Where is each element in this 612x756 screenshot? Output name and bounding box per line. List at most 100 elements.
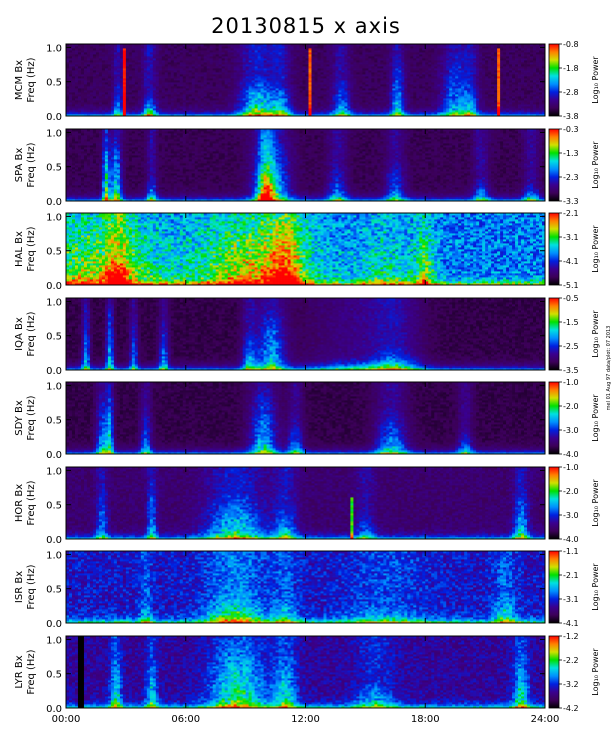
colorbar-tick-label: -3.8 [563,112,579,121]
heatmap [66,382,546,455]
colorbar-label: Log₁₀ Power [591,648,600,696]
colorbar-tick-label: -2.0 [563,402,579,411]
y-axis-label: Freq (Hz) [26,142,37,187]
panel-mcm-bx: 0.0 0.5 1.0 MCM Bx Freq (Hz) -0.8 -1.8 -2.8 -3.8… [14,40,600,123]
panel-lyr-bx: 0.0 0.5 1.0 00:00 06:00 12:00 18:00 24:00 LYR Bx… [14,632,600,725]
colorbar-tick-label: -3.3 [563,197,579,206]
colorbar-tick-label: -1.0 [563,378,579,387]
heatmap [66,467,546,540]
colorbar-tick-label: -1.8 [563,64,579,73]
y-tick-label: 0.0 [46,450,62,461]
colorbar-tick-label: -1.0 [563,463,579,472]
colorbar-label: Log₁₀ Power [591,479,600,527]
y-tick-label: 0.5 [46,332,62,343]
station-label: HOR Bx [14,484,25,522]
chart-title: 20130815 x axis [0,14,612,38]
colorbar-tick-label: -1.2 [563,632,579,641]
y-tick-label: 0.0 [46,535,62,546]
station-label: HAL Bx [14,231,25,267]
heatmap [66,636,546,709]
colorbar-tick-label: -1.1 [563,547,579,556]
colorbar-tick-label: -2.2 [563,656,579,665]
x-tick-label: 24:00 [531,714,560,725]
heatmap [66,298,546,371]
colorbar-tick-label: -5.1 [563,281,579,290]
colorbar-tick-label: -4.1 [563,619,579,628]
y-tick-label: 0.5 [46,78,62,89]
colorbar-tick-label: -0.8 [563,40,579,49]
station-label: SPA Bx [14,148,25,183]
colorbar-tick-label: -0.3 [563,125,579,134]
y-tick-label: 0.0 [46,112,62,123]
y-tick-label: 0.0 [46,281,62,292]
station-label: MCM Bx [14,60,25,100]
heatmap [66,213,546,286]
y-tick-label: 0.0 [46,619,62,630]
colorbar-tick-label: -3.1 [563,595,579,604]
y-tick-label: 1.0 [46,466,62,477]
y-tick-label: 0.0 [46,197,62,208]
colorbar-tick-label: -4.0 [563,450,579,459]
panel-sdy-bx: 0.0 0.5 1.0 SDY Bx Freq (Hz) -1.0 -2.0 -3.0 -4.0… [14,378,600,461]
station-label: ISR Bx [14,571,25,603]
y-axis-label: Freq (Hz) [26,395,37,440]
colorbar-label: Log₁₀ Power [591,56,600,104]
colorbar: -2.1 -3.1 -4.1 -5.1 Log₁₀ Power [548,209,600,290]
colorbar-tick-label: -4.2 [563,704,579,713]
y-tick-label: 0.5 [46,163,62,174]
colorbar-tick-label: -2.3 [563,173,579,182]
colorbar-tick-label: -3.0 [563,426,579,435]
x-tick-label: 12:00 [291,714,320,725]
y-axis-label: Freq (Hz) [26,57,37,102]
y-tick-label: 0.5 [46,501,62,512]
y-tick-label: 1.0 [46,128,62,139]
side-note: mel 01 Aug 97 data/plot: 07 2013 [601,298,612,440]
x-tick-label: 00:00 [52,714,81,725]
panel-hal-bx: 0.0 0.5 1.0 HAL Bx Freq (Hz) -2.1 -3.1 -4.1 -5.1… [14,209,600,292]
y-tick-label: 1.0 [46,381,62,392]
y-tick-label: 0.0 [46,704,62,715]
heatmap [66,551,546,624]
x-tick-label: 18:00 [411,714,440,725]
colorbar-label: Log₁₀ Power [591,563,600,611]
colorbar-tick-label: -3.2 [563,680,579,689]
colorbar-tick-label: -1.3 [563,149,579,158]
colorbar-tick-label: -3.5 [563,366,579,375]
y-tick-label: 1.0 [46,43,62,54]
y-axis-label: Freq (Hz) [26,480,37,525]
heatmap [66,44,546,117]
y-tick-label: 1.0 [46,635,62,646]
y-tick-label: 0.5 [46,585,62,596]
heatmap [66,129,546,202]
colorbar-label: Log₁₀ Power [591,310,600,358]
y-axis-label: Freq (Hz) [26,649,37,694]
colorbar-label: Log₁₀ Power [591,394,600,442]
colorbar-tick-label: -3.1 [563,233,579,242]
station-label: LYR Bx [14,655,25,688]
y-axis-label: Freq (Hz) [26,564,37,609]
colorbar: -1.0 -2.0 -3.0 -4.0 Log₁₀ Power [548,463,600,544]
colorbar-tick-label: -1.5 [563,318,579,327]
side-note-text: mel 01 Aug 97 data/plot: 07 2013 [606,298,612,438]
y-tick-label: 1.0 [46,297,62,308]
y-axis-label: Freq (Hz) [26,311,37,356]
colorbar-tick-label: -2.8 [563,88,579,97]
x-tick-label: 06:00 [171,714,200,725]
y-tick-label: 0.5 [46,670,62,681]
y-tick-label: 1.0 [46,550,62,561]
colorbar-tick-label: -0.5 [563,294,579,303]
station-label: IQA Bx [14,317,25,351]
colorbar: -0.8 -1.8 -2.8 -3.8 Log₁₀ Power [548,40,600,121]
colorbar: -1.1 -2.1 -3.1 -4.1 Log₁₀ Power [548,547,600,628]
colorbar-tick-label: -3.0 [563,511,579,520]
y-tick-label: 0.5 [46,416,62,427]
colorbar-tick-label: -4.1 [563,257,579,266]
y-tick-label: 0.0 [46,366,62,377]
station-label: SDY Bx [14,400,25,436]
colorbar-tick-label: -2.5 [563,342,579,351]
colorbar-label: Log₁₀ Power [591,141,600,189]
colorbar-tick-label: -2.1 [563,209,579,218]
panel-hor-bx: 0.0 0.5 1.0 HOR Bx Freq (Hz) -1.0 -2.0 -3.0 -4.0… [14,463,600,546]
colorbar-label: Log₁₀ Power [591,225,600,273]
